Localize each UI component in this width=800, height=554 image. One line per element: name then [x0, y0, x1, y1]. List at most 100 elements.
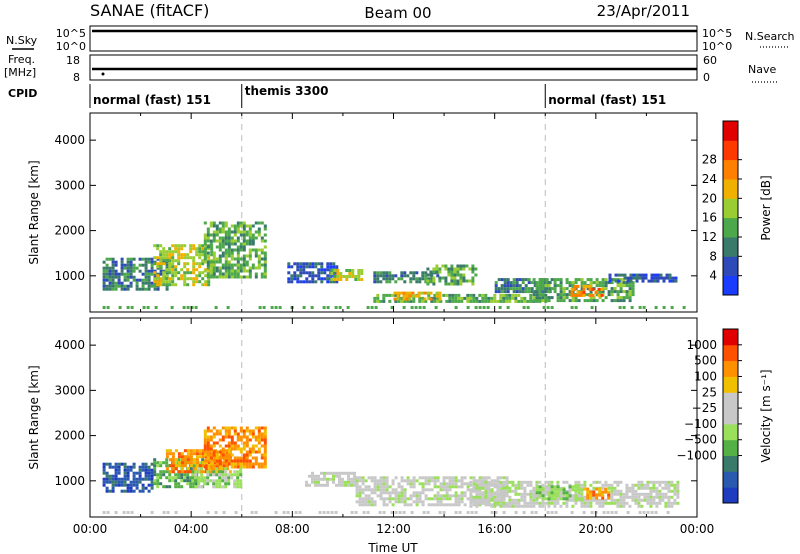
echo-cell	[610, 501, 614, 505]
echo-cell	[299, 280, 303, 284]
ground-scatter-cell	[226, 306, 230, 309]
echo-cell	[236, 459, 240, 463]
echo-cell	[532, 488, 536, 492]
echo-cell	[391, 482, 395, 486]
echo-cell	[180, 467, 184, 471]
echo-cell	[415, 494, 419, 498]
echo-cell	[607, 496, 611, 500]
nsky-strip-frame	[89, 25, 698, 52]
echo-cell	[364, 488, 368, 492]
echo-cell	[156, 464, 160, 468]
echo-cell	[105, 278, 109, 282]
echo-cell	[414, 294, 418, 298]
echo-cell	[257, 227, 261, 231]
echo-cell	[263, 266, 267, 270]
echo-cell	[317, 271, 321, 275]
echo-cell	[406, 503, 410, 507]
echo-cell	[245, 450, 249, 454]
echo-cell	[382, 476, 386, 480]
echo-cell	[183, 262, 187, 266]
echo-cell	[502, 504, 506, 508]
echo-cell	[233, 239, 237, 243]
echo-cell	[150, 462, 154, 466]
echo-cell	[607, 501, 611, 505]
echo-cell	[529, 299, 533, 303]
echo-cell	[656, 279, 660, 283]
echo-cell	[459, 276, 463, 280]
echo-cell	[619, 480, 623, 484]
cpid-segment-label: normal (fast) 151	[93, 93, 211, 107]
ground-scatter-cell	[534, 511, 538, 514]
echo-cell	[644, 273, 648, 277]
echo-cell	[586, 299, 590, 303]
echo-cell	[496, 498, 500, 502]
echo-cell	[600, 287, 604, 291]
echo-cell	[210, 253, 214, 257]
colorbar-swatch	[723, 439, 738, 456]
echo-cell	[433, 476, 437, 480]
echo-cell	[224, 236, 228, 240]
echo-cell	[574, 494, 578, 498]
echo-cell	[673, 498, 677, 502]
echo-cell	[248, 447, 252, 451]
echo-cell	[454, 491, 458, 495]
echo-cell	[526, 492, 530, 496]
echo-cell	[183, 458, 187, 462]
echo-cell	[135, 486, 139, 490]
echo-cell	[257, 465, 261, 469]
echo-cell	[580, 497, 584, 501]
ground-scatter-cell	[638, 306, 642, 309]
echo-cell	[466, 293, 470, 297]
echo-cell	[123, 284, 127, 288]
echo-cell	[424, 482, 428, 486]
echo-cell	[242, 242, 246, 246]
echo-cell	[393, 291, 397, 295]
echo-cell	[180, 253, 184, 257]
echo-cell	[251, 429, 255, 433]
echo-cell	[436, 299, 440, 303]
echo-cell	[394, 500, 398, 504]
echo-cell	[421, 491, 425, 495]
ground-scatter-cell	[482, 306, 486, 309]
echo-cell	[610, 483, 614, 487]
echo-cell	[465, 264, 469, 268]
echo-cell	[361, 503, 365, 507]
echo-cell	[586, 498, 590, 502]
echo-cell	[616, 290, 620, 294]
echo-cell	[515, 284, 519, 288]
echo-cell	[388, 485, 392, 489]
echo-cell	[251, 456, 255, 460]
echo-cell	[311, 474, 314, 478]
echo-cell	[129, 275, 133, 279]
echo-cell	[655, 501, 659, 505]
echo-cell	[641, 273, 645, 277]
echo-cell	[597, 287, 601, 291]
echo-cell	[348, 275, 352, 278]
echo-cell	[514, 293, 518, 297]
echo-cell	[153, 283, 157, 287]
echo-cell	[496, 483, 500, 487]
echo-cell	[156, 280, 160, 284]
echo-cell	[224, 429, 228, 433]
echo-cell	[487, 483, 491, 487]
echo-cell	[400, 476, 404, 480]
echo-cell	[667, 495, 671, 499]
echo-cell	[499, 293, 503, 297]
echo-cell	[242, 465, 246, 469]
echo-cell	[559, 299, 563, 303]
echo-cell	[254, 444, 258, 448]
echo-cell	[314, 274, 318, 278]
echo-cell	[451, 482, 455, 486]
echo-cell	[257, 263, 261, 267]
echo-cell	[535, 293, 539, 297]
echo-cell	[523, 498, 527, 502]
ground-scatter-cell	[362, 511, 366, 514]
echo-cell	[626, 279, 630, 283]
echo-cell	[150, 480, 154, 484]
echo-cell	[503, 284, 507, 288]
echo-cell	[153, 473, 157, 477]
echo-cell	[242, 462, 246, 466]
ground-scatter-cell	[414, 306, 418, 309]
echo-cell	[248, 465, 252, 469]
